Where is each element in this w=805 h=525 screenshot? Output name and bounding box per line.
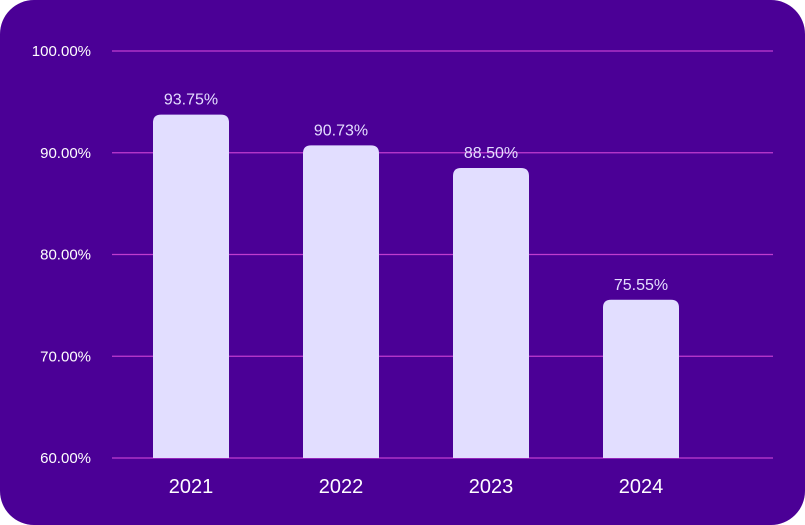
bar-2021 — [153, 114, 229, 458]
data-label-2021: 93.75% — [164, 92, 218, 109]
y-tick-label: 70.00% — [40, 348, 91, 365]
y-tick-label: 90.00% — [40, 145, 91, 162]
data-label-2022: 90.73% — [314, 122, 368, 139]
bar-2023 — [453, 168, 529, 458]
x-tick-label-2021: 2021 — [169, 476, 214, 498]
y-tick-label: 60.00% — [40, 450, 91, 467]
x-tick-label-2024: 2024 — [619, 476, 664, 498]
bar-2022 — [303, 145, 379, 458]
data-label-2023: 88.50% — [464, 145, 518, 162]
bar-2024 — [603, 299, 679, 458]
x-tick-label-2022: 2022 — [319, 476, 364, 498]
y-tick-label: 100.00% — [32, 43, 91, 60]
x-tick-label-2023: 2023 — [469, 476, 514, 498]
data-label-2024: 75.55% — [614, 277, 668, 294]
y-tick-label: 80.00% — [40, 247, 91, 264]
